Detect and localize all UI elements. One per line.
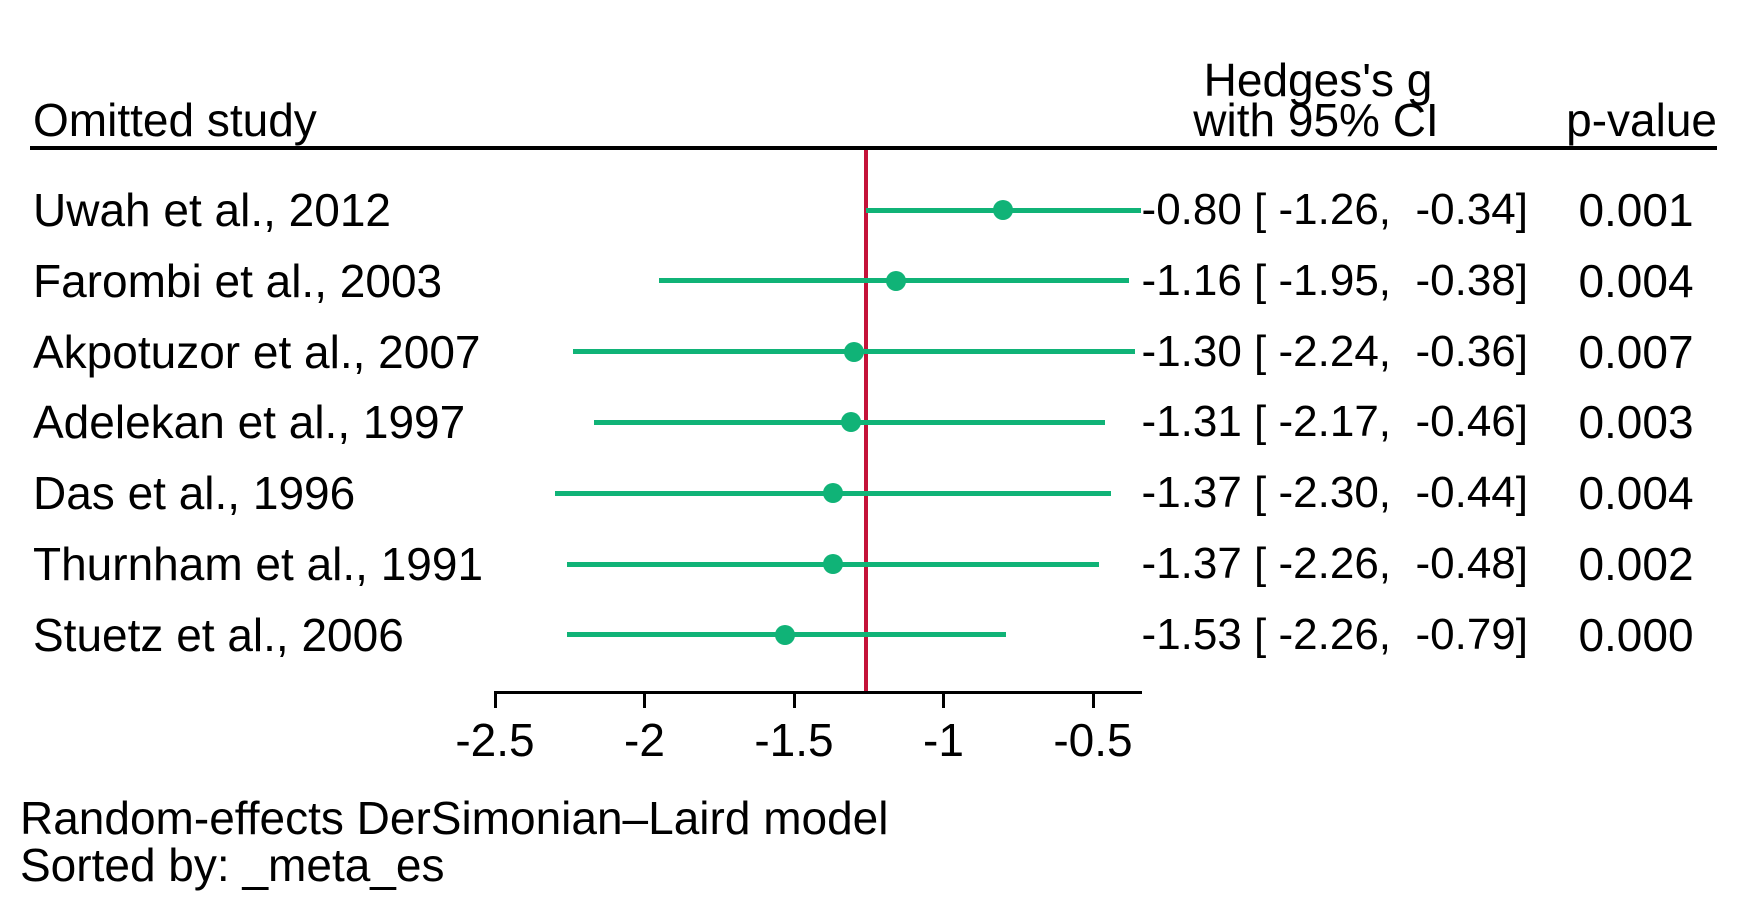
p-value: 0.007 (1578, 325, 1694, 378)
x-axis-line (495, 691, 1142, 694)
x-axis-tick-label: -2.5 (455, 714, 535, 766)
x-axis-tick (1091, 691, 1095, 708)
p-value: 0.002 (1578, 538, 1694, 591)
study-label: Thurnham et al., 1991 (33, 538, 484, 591)
study-label: Das et al., 1996 (33, 467, 356, 520)
effect-point-marker (840, 412, 861, 433)
study-label: Akpotuzor et al., 2007 (33, 325, 481, 378)
effect-column-header-line1: Hedges's g (1203, 54, 1433, 106)
x-axis-tick-label: -1 (923, 714, 964, 766)
x-axis-tick (643, 691, 646, 708)
x-axis-tick-label: -0.5 (1053, 714, 1133, 766)
x-axis-tick-label: -2 (624, 714, 665, 766)
effect-ci-value: -1.37 [ -2.26, -0.48] (1141, 539, 1528, 589)
effect-ci-value: -1.30 [ -2.24, -0.36] (1141, 326, 1528, 376)
p-value: 0.001 (1578, 184, 1694, 236)
effect-point-marker (822, 483, 843, 504)
x-axis-tick (792, 691, 796, 708)
effect-point-marker (775, 624, 796, 645)
p-value: 0.004 (1578, 467, 1694, 520)
effect-point-marker (993, 200, 1014, 220)
omitted-study-column-header: Omitted study (33, 94, 317, 146)
x-axis-tick (942, 691, 945, 708)
p-value: 0.004 (1578, 254, 1694, 307)
p-value-column-header: p-value (1566, 94, 1717, 146)
effect-ci-value: -1.31 [ -2.17, -0.46] (1141, 397, 1528, 447)
effect-ci-value: -1.37 [ -2.30, -0.44] (1141, 468, 1528, 518)
effect-ci-value: -1.53 [ -2.26, -0.79] (1141, 609, 1528, 659)
effect-point-marker (822, 554, 843, 575)
effect-ci-value: -0.80 [ -1.26, -0.34] (1141, 185, 1528, 234)
study-label: Adelekan et al., 1997 (33, 396, 466, 449)
effect-point-marker (885, 270, 906, 291)
study-label: Farombi et al., 2003 (33, 254, 443, 307)
x-axis-tick (493, 691, 497, 708)
effect-ci-value: -1.16 [ -1.95, -0.38] (1141, 255, 1528, 305)
model-note: Random-effects DerSimonian–Laird model (20, 792, 889, 844)
x-axis-tick-label: -1.5 (754, 714, 834, 766)
effect-column-header-line2: with 95% CI (1193, 94, 1439, 146)
study-label: Uwah et al., 2012 (33, 184, 392, 236)
sort-note: Sorted by: _meta_es (20, 839, 445, 891)
p-value: 0.000 (1578, 608, 1694, 661)
header-divider-rule (30, 146, 1717, 150)
p-value: 0.003 (1578, 396, 1694, 449)
effect-point-marker (843, 341, 864, 362)
study-label: Stuetz et al., 2006 (33, 608, 404, 661)
